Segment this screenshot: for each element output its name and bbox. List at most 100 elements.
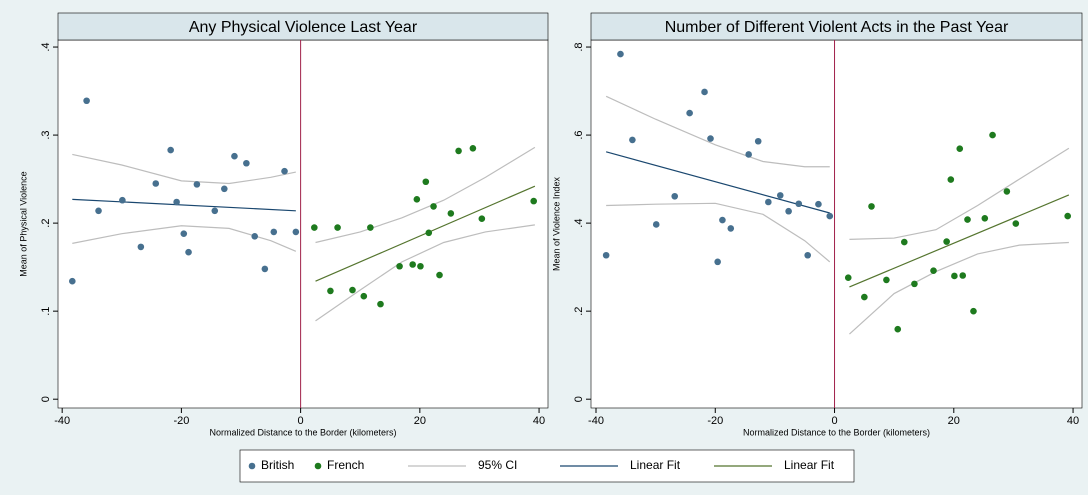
point bbox=[844, 274, 852, 282]
point bbox=[261, 265, 269, 273]
point bbox=[1012, 220, 1020, 227]
x-tick-label: 20 bbox=[948, 415, 960, 427]
line bbox=[72, 153, 296, 185]
point bbox=[883, 276, 890, 284]
chart-title: Number of Different Violent Acts in the … bbox=[665, 19, 1009, 36]
point bbox=[152, 180, 160, 187]
point bbox=[422, 178, 430, 186]
x-axis-title: Normalized Distance to the Border (kilom… bbox=[743, 427, 930, 437]
point bbox=[193, 181, 201, 188]
point bbox=[327, 287, 334, 295]
legend-marker bbox=[314, 462, 322, 470]
point bbox=[292, 228, 300, 236]
point bbox=[270, 228, 278, 236]
point bbox=[776, 192, 784, 199]
point bbox=[686, 109, 693, 117]
plot-area bbox=[590, 39, 1083, 409]
x-tick-label: 20 bbox=[414, 415, 426, 427]
point bbox=[951, 272, 958, 280]
x-tick-label: -40 bbox=[54, 415, 70, 427]
point bbox=[947, 176, 955, 183]
point bbox=[930, 267, 937, 274]
y-tick-label: .2 bbox=[40, 219, 52, 228]
x-tick-label: 40 bbox=[1067, 415, 1079, 427]
point bbox=[785, 207, 792, 215]
line bbox=[315, 185, 536, 282]
point bbox=[943, 238, 950, 245]
point bbox=[167, 146, 174, 154]
point bbox=[478, 215, 486, 223]
y-tick-label: .1 bbox=[40, 307, 52, 316]
point bbox=[901, 238, 908, 246]
point bbox=[349, 286, 356, 294]
line bbox=[849, 241, 1069, 335]
point bbox=[436, 271, 443, 279]
point bbox=[396, 262, 403, 270]
plot-area bbox=[57, 39, 549, 409]
x-tick-label: -20 bbox=[707, 415, 723, 427]
point bbox=[714, 258, 721, 266]
point bbox=[701, 88, 708, 96]
line bbox=[849, 147, 1070, 241]
y-tick-label: 0 bbox=[40, 396, 52, 402]
point bbox=[707, 135, 714, 142]
point bbox=[959, 272, 967, 279]
point bbox=[804, 251, 811, 259]
point bbox=[629, 136, 636, 144]
point bbox=[894, 325, 902, 333]
point bbox=[69, 277, 76, 285]
y-tick-label: .3 bbox=[40, 130, 52, 139]
y-tick-label: .8 bbox=[573, 42, 585, 51]
point bbox=[447, 210, 455, 217]
legend-label: British bbox=[261, 458, 294, 472]
y-tick-label: .2 bbox=[573, 307, 585, 316]
point bbox=[83, 97, 90, 105]
point bbox=[652, 221, 660, 228]
x-tick-label: 40 bbox=[533, 415, 545, 427]
line bbox=[606, 202, 831, 263]
point bbox=[409, 261, 416, 268]
point bbox=[530, 197, 537, 205]
point bbox=[861, 293, 868, 301]
point bbox=[180, 230, 188, 237]
point bbox=[281, 167, 288, 175]
point bbox=[311, 224, 318, 231]
point bbox=[617, 50, 624, 58]
point bbox=[815, 200, 822, 208]
point bbox=[727, 225, 735, 232]
point bbox=[251, 233, 259, 240]
point bbox=[334, 224, 341, 231]
title-box bbox=[590, 12, 1083, 41]
point bbox=[173, 198, 180, 206]
point bbox=[868, 203, 875, 210]
point bbox=[95, 207, 102, 215]
point bbox=[185, 248, 192, 256]
point bbox=[231, 152, 238, 160]
point bbox=[119, 196, 126, 204]
legend-label: 95% CI bbox=[478, 458, 517, 472]
point bbox=[956, 145, 964, 153]
line bbox=[72, 225, 297, 252]
point bbox=[745, 151, 752, 158]
y-tick-label: .4 bbox=[573, 219, 585, 228]
point bbox=[455, 147, 462, 155]
y-axis-title: Mean of Violence Index bbox=[551, 177, 561, 271]
point bbox=[417, 262, 424, 270]
point bbox=[137, 243, 145, 251]
x-tick-label: -40 bbox=[588, 415, 604, 427]
point bbox=[377, 300, 384, 308]
y-axis-title: Mean of Physical Violence bbox=[18, 171, 28, 276]
point bbox=[367, 224, 374, 231]
line bbox=[605, 151, 830, 214]
legend-label: Linear Fit bbox=[630, 458, 681, 472]
point bbox=[602, 251, 610, 259]
point bbox=[795, 200, 803, 208]
x-axis-title: Normalized Distance to the Border (kilom… bbox=[209, 427, 396, 437]
point bbox=[719, 216, 726, 224]
line bbox=[849, 194, 1070, 288]
y-tick-label: .6 bbox=[573, 130, 585, 139]
point bbox=[1003, 188, 1011, 195]
point bbox=[754, 137, 762, 145]
point bbox=[413, 196, 421, 203]
